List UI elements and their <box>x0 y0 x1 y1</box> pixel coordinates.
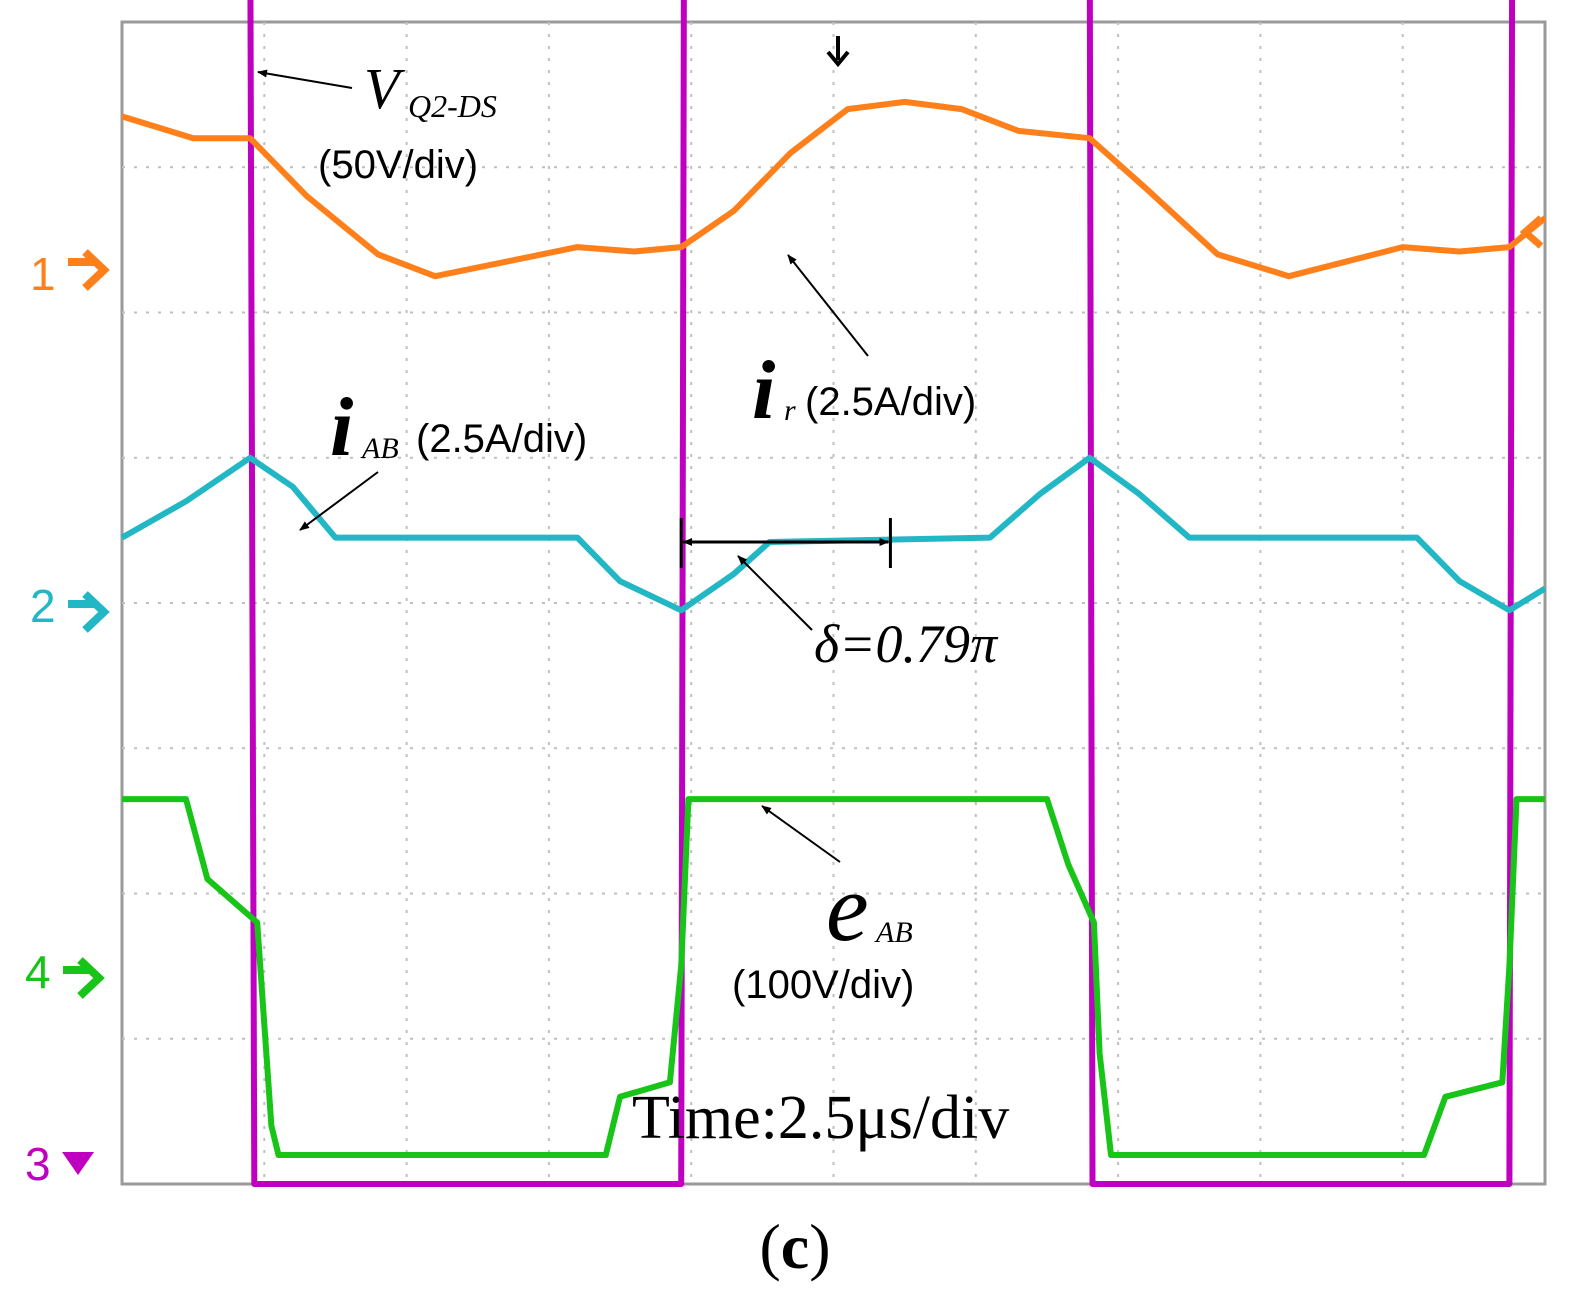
channel-marker-4: 4 <box>25 946 105 999</box>
vq2ds-symbol: V <box>364 56 406 121</box>
channel-2-label: 2 <box>30 580 56 632</box>
iab-symbol: i <box>330 381 353 474</box>
eab-scale: (100V/div) <box>732 963 914 1007</box>
annotation-vq2ds: V Q2-DS (50V/div) <box>257 56 497 187</box>
figure-caption: (c) <box>759 1211 830 1282</box>
trace-v-q2-ds <box>247 0 1516 1187</box>
trigger-position-icon <box>826 36 850 68</box>
trace-e-ab <box>122 796 1545 1158</box>
caption-letter: c <box>781 1211 809 1282</box>
trace-i-r <box>121 98 1547 280</box>
eab-subscript: AB <box>874 916 913 949</box>
channel-1-arrow-icon <box>68 249 110 291</box>
annotation-iab: i AB (2.5A/div) <box>299 381 587 531</box>
channel-marker-3: 3 <box>25 1138 94 1190</box>
delta-label: δ=0.79π <box>814 614 999 674</box>
vq2ds-scale: (50V/div) <box>318 143 478 187</box>
iab-subscript: AB <box>360 432 399 465</box>
channel-3-arrow-icon <box>62 1152 94 1175</box>
ir-scale: (2.5A/div) <box>805 380 976 424</box>
channel-marker-1: 1 <box>30 248 110 300</box>
channel-1-label: 1 <box>30 248 56 300</box>
plot-frame <box>120 20 1547 1186</box>
annotation-eab: e AB (100V/div) <box>732 805 914 1007</box>
ir-symbol: i <box>752 344 775 437</box>
channel-4-arrow-icon <box>63 957 105 999</box>
time-scale-label: Time:2.5μs/div <box>632 1084 1009 1152</box>
ir-subscript: r <box>784 394 796 427</box>
iab-scale: (2.5A/div) <box>416 417 587 461</box>
caption-close: ) <box>809 1211 830 1282</box>
vq2ds-subscript: Q2-DS <box>408 88 497 124</box>
channel-marker-2: 2 <box>30 580 110 633</box>
trigger-level-icon <box>1519 215 1544 249</box>
channel-3-label: 3 <box>25 1138 51 1190</box>
annotation-delta: δ=0.79π <box>679 518 999 674</box>
channel-2-arrow-icon <box>68 591 110 633</box>
caption-open: ( <box>759 1211 780 1282</box>
annotation-ir: i r (2.5A/div) <box>752 254 976 437</box>
eab-symbol: e <box>826 854 869 961</box>
graticule <box>122 22 1545 1184</box>
channel-4-label: 4 <box>25 946 51 998</box>
